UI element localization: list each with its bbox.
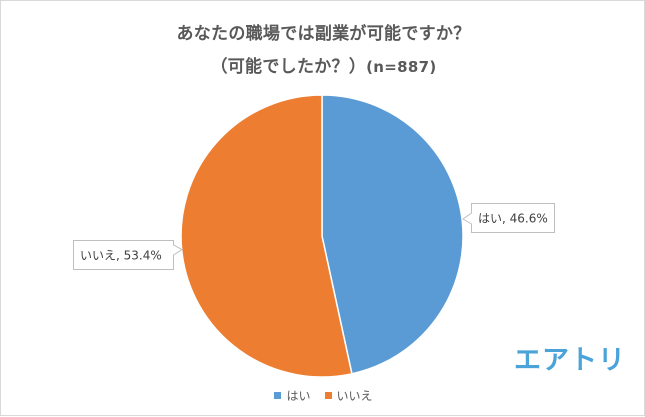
legend-swatch-no (324, 392, 332, 399)
data-label-no-text: いいえ, 53.4% (80, 249, 162, 263)
pie-slice-no[interactable] (180, 94, 353, 378)
sample-size: (n=887) (366, 58, 437, 76)
pie-slice-yes[interactable] (321, 94, 464, 375)
chart-legend: はい いいえ (1, 387, 645, 404)
legend-item-no[interactable]: いいえ (324, 387, 373, 404)
data-label-yes-text: はい, 46.6% (478, 212, 548, 226)
legend-label-yes: はい (286, 389, 311, 403)
chart-title: あなたの職場では副業が可能ですか？ (1, 19, 645, 44)
legend-swatch-yes (274, 392, 282, 399)
airtrip-logo: エアトリ (514, 345, 626, 376)
legend-item-yes[interactable]: はい (274, 387, 311, 404)
data-label-no: いいえ, 53.4% (73, 240, 183, 270)
legend-label-no: いいえ (336, 389, 373, 403)
data-label-yes: はい, 46.6% (462, 203, 555, 233)
chart-subtitle: （可能でしたか？）(n=887) (1, 52, 645, 77)
chart-title-line2: （可能でしたか？） (210, 57, 367, 77)
chart-title-line1: あなたの職場では副業が可能ですか？ (176, 24, 471, 44)
